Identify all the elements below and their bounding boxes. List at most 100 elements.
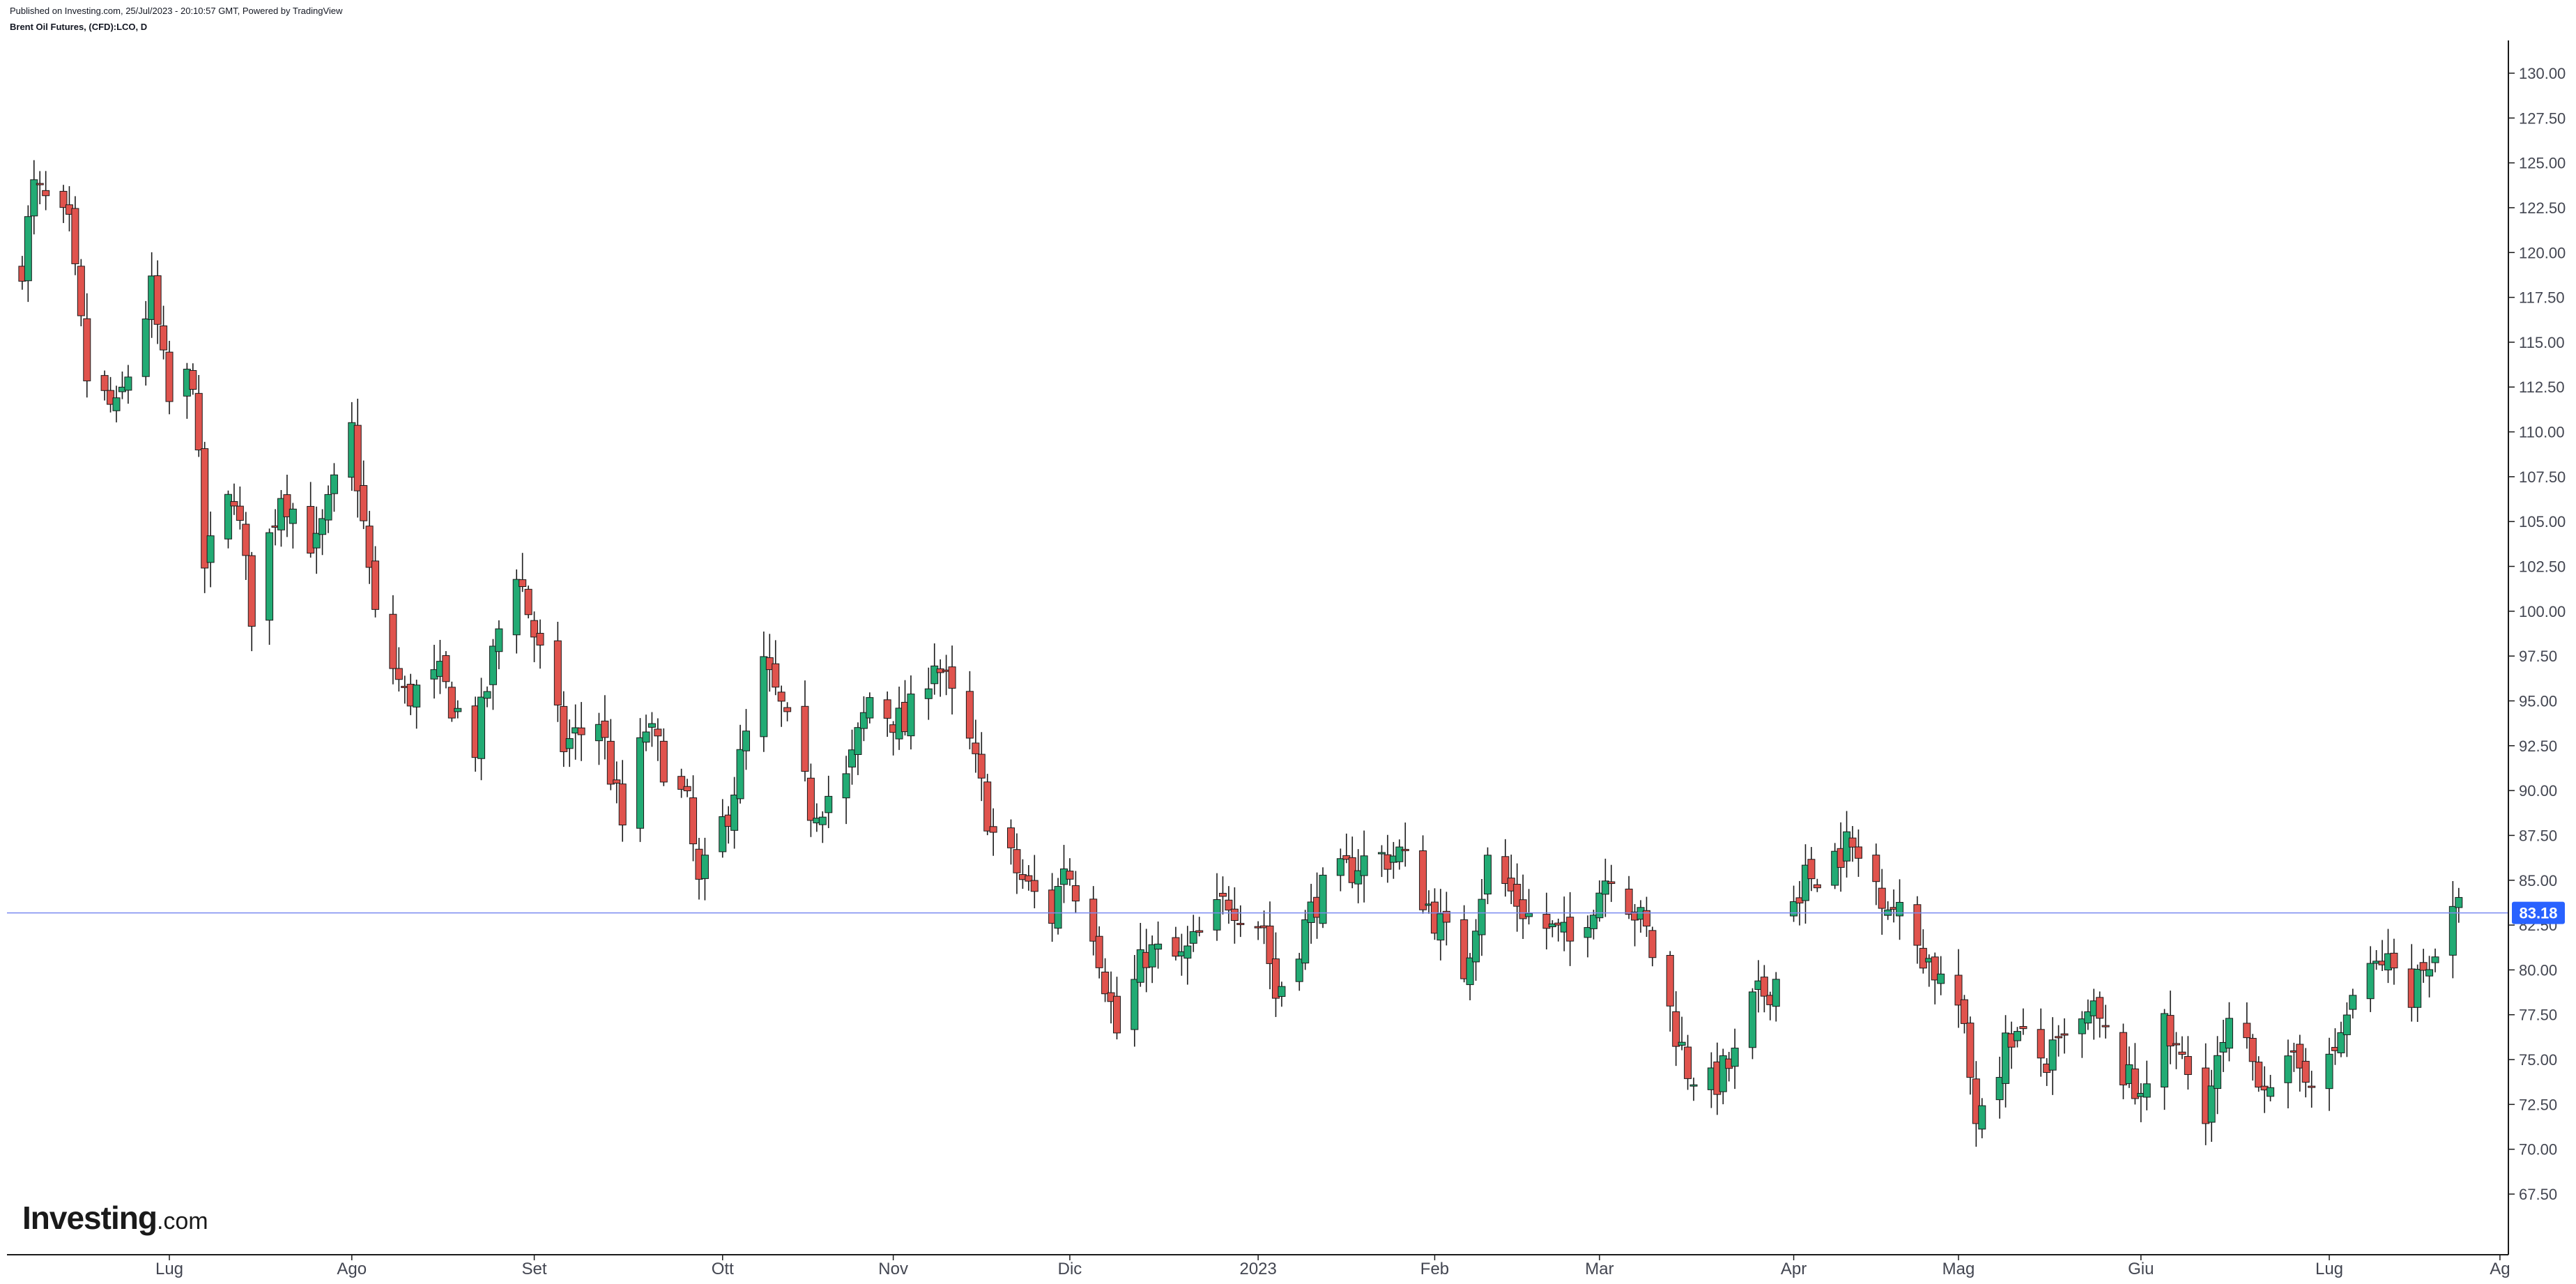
candle-body-down — [2255, 1062, 2263, 1088]
candle-body-down — [2119, 1032, 2127, 1085]
chart-title: Brent Oil Futures, (CFD):LCO, D — [10, 22, 148, 32]
time-tick-label: Apr — [1781, 1260, 1807, 1278]
candle-body-up — [1148, 944, 1156, 968]
candle-body-up — [112, 397, 121, 411]
candle-body-up — [1589, 915, 1597, 929]
price-tick-label: 107.50 — [2519, 468, 2566, 486]
candle-body-up — [2337, 1032, 2345, 1053]
candle-body-down — [1101, 971, 1110, 995]
candle-body-down — [1025, 875, 1033, 882]
candle-body-down — [1625, 888, 1633, 915]
candle-body-down — [1225, 899, 1233, 911]
candle-body-up — [483, 691, 491, 699]
candle-body-up — [1189, 931, 1197, 944]
candle-body-up — [736, 749, 744, 800]
candle-body-up — [2002, 1032, 2010, 1084]
candle-body-down — [447, 687, 456, 719]
candle-body-down — [189, 369, 197, 390]
candle-body-down — [1348, 857, 1356, 883]
candle-body-up — [477, 696, 486, 759]
candle-body-up — [1896, 901, 1904, 917]
candle-body-up — [266, 532, 274, 621]
candle-body-down — [1219, 892, 1227, 897]
candle-body-down — [1007, 827, 1015, 848]
candle-body-down — [606, 740, 615, 785]
candle-body-up — [2414, 968, 2422, 1008]
candle-body-up — [454, 708, 462, 712]
price-tick-label: 72.50 — [2519, 1096, 2557, 1113]
candle-body-up — [642, 731, 650, 743]
candle-body-down — [1542, 914, 1551, 929]
candle-body-down — [2055, 1036, 2063, 1039]
candle-body-down — [442, 655, 450, 682]
candle-body-down — [524, 588, 532, 616]
candle-body-up — [2161, 1013, 2169, 1088]
candle-body-down — [1960, 999, 1968, 1024]
candle-body-down — [71, 208, 79, 264]
candle-body-down — [2060, 1033, 2069, 1036]
candle-body-down — [1760, 977, 1768, 997]
candle-body-up — [2078, 1018, 2086, 1034]
price-axis[interactable]: 130.00 127.50 125.00 122.50 120.00 117.50 115.… — [2508, 65, 2566, 1203]
candle-body-up — [1154, 943, 1163, 950]
candle-body-down — [689, 797, 698, 845]
candle-body-down — [153, 275, 162, 325]
candle-body-down — [389, 613, 397, 669]
time-tick-label: Lug — [2315, 1260, 2343, 1278]
candle-body-down — [783, 707, 792, 712]
candle-body-down — [230, 500, 238, 507]
price-tick-label: 125.00 — [2519, 155, 2566, 172]
candle-body-up — [866, 697, 874, 719]
candle-body-up — [2431, 956, 2439, 963]
candle-body-up — [1213, 899, 1221, 931]
candle-body-down — [1236, 923, 1245, 926]
time-tick-label: Giu — [2128, 1260, 2154, 1278]
candle-body-down — [165, 351, 174, 402]
candle-body-down — [1089, 899, 1098, 942]
time-tick-label: Set — [522, 1260, 547, 1278]
candle-body-down — [2019, 1026, 2027, 1030]
candle-body-down — [1172, 937, 1180, 957]
time-axis[interactable]: Lug Ago Set Ott Nov Dic 2023 Feb Mar Apr Mag Giu Lug… — [155, 1255, 2510, 1278]
time-tick-label: Ago — [337, 1260, 367, 1278]
candle-body-up — [1278, 986, 1286, 997]
candle-body-down — [618, 784, 627, 826]
candle-body-up — [1525, 912, 1533, 917]
candle-body-up — [848, 749, 857, 767]
candle-body-down — [965, 691, 974, 739]
time-tick-label: Feb — [1420, 1260, 1449, 1278]
candle-body-down — [2390, 952, 2398, 969]
candle-body-down — [1648, 930, 1657, 958]
candle-body-up — [1436, 913, 1445, 941]
candle-body-up — [2284, 1055, 2292, 1083]
candle-body-up — [842, 773, 850, 799]
candle-body-down — [677, 776, 686, 790]
candle-body-up — [1937, 973, 1945, 984]
candle-body-down — [2178, 1051, 2186, 1055]
candle-body-up — [1719, 1055, 1727, 1092]
candle-body-down — [1419, 850, 1427, 910]
last-price-label: 83.18 — [2519, 905, 2557, 922]
price-tick-label: 122.50 — [2519, 199, 2566, 217]
candle-body-up — [2366, 963, 2375, 1000]
candle-body-up — [1483, 855, 1492, 895]
candle-body-down — [2243, 1023, 2251, 1039]
candle-body-down — [613, 779, 621, 784]
candle-body-down — [1095, 935, 1103, 968]
candle-body-down — [2096, 997, 2104, 1019]
candle-body-up — [825, 795, 833, 813]
candle-body-up — [2349, 995, 2357, 1010]
time-tick-label: Nov — [878, 1260, 908, 1278]
candle-body-up — [1395, 846, 1404, 862]
candle-body-up — [224, 494, 232, 540]
price-tick-label: 67.50 — [2519, 1186, 2557, 1203]
candle-body-up — [2325, 1053, 2333, 1090]
candle-body-down — [777, 691, 785, 702]
candle-body-down — [353, 425, 362, 491]
candle-body-down — [1566, 917, 1574, 942]
candle-body-down — [242, 523, 250, 556]
candle-body-down — [659, 740, 668, 783]
candle-body-up — [1978, 1105, 1986, 1130]
time-tick-label: 2023 — [1239, 1260, 1276, 1278]
